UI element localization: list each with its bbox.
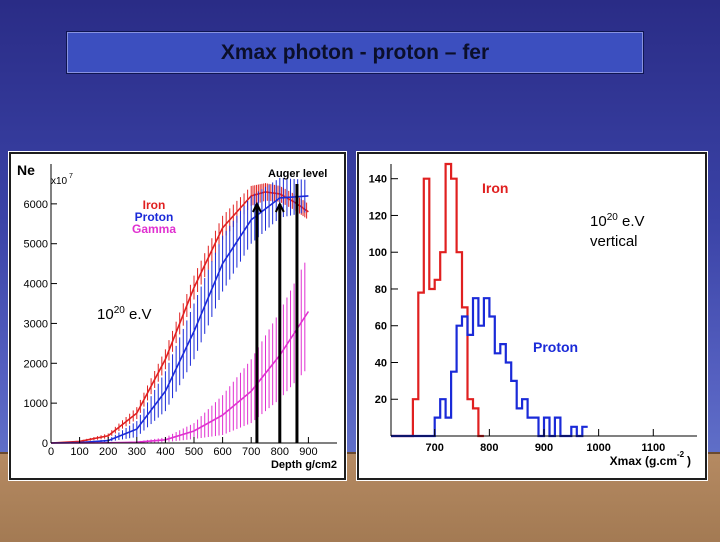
- slide-title: Xmax photon - proton – fer: [220, 40, 490, 64]
- y-tick-label: 4000: [24, 279, 48, 291]
- x-tick-label: 600: [213, 446, 231, 458]
- energy-annotation-unit: e.V: [124, 306, 152, 323]
- x-tick-label: 900: [299, 446, 317, 458]
- x-tick-label: 200: [99, 446, 117, 458]
- y-tick-label: 80: [375, 284, 387, 296]
- shower-profile-svg: 0 100 200 300 400 500 600 700 800 900 0 1000 2000 300…: [17, 162, 337, 471]
- x-tick-label: 900: [535, 442, 553, 454]
- y-tick-label: 1000: [24, 398, 48, 410]
- y-tick-label: 6000: [24, 199, 48, 211]
- y-tick-label: 5000: [24, 239, 48, 251]
- legend-entry-proton: Proton: [533, 339, 578, 355]
- y-tick-label: 100: [369, 247, 387, 259]
- x-tick-label: 500: [185, 446, 203, 458]
- auger-level-label: Auger level: [268, 168, 327, 180]
- x-tick-label: 800: [480, 442, 498, 454]
- x-tick-label: 700: [242, 446, 260, 458]
- energy-annotation-unit-r: e.V: [617, 213, 645, 230]
- x-tick-label: 0: [48, 446, 54, 458]
- series-line: [50, 191, 309, 444]
- x-tick-label: 800: [271, 446, 289, 458]
- x-tick-label: 1000: [586, 442, 610, 454]
- energy-annotation-exp: 20: [113, 305, 125, 316]
- legend-entry: Gamma: [132, 222, 176, 236]
- legend-entry-iron: Iron: [482, 180, 508, 196]
- legend-entry: Proton: [135, 210, 174, 224]
- energy-annotation-left: 1020 e.V: [97, 305, 152, 323]
- energy-annotation-base-r: 10: [590, 213, 607, 230]
- energy-annotation-vertical: vertical: [590, 233, 638, 250]
- energy-annotation-base: 10: [97, 306, 114, 323]
- y-tick-label: 20: [375, 394, 387, 406]
- xmax-histogram-svg: 700 800 900 1000 1100 20 40 60 80 100 120 140 Xmax (…: [369, 162, 697, 468]
- legend-entry: Iron: [143, 198, 166, 212]
- x-tick-label: 1100: [641, 442, 665, 454]
- x-axis-title-close: ): [687, 454, 691, 468]
- x-tick-label: 400: [156, 446, 174, 458]
- y-tick-label: 140: [369, 174, 387, 186]
- y-tick-label: 2000: [24, 358, 48, 370]
- x-axis-title: Depth g/cm2: [271, 459, 337, 471]
- y-tick-label: 60: [375, 321, 387, 333]
- histogram-line: [391, 297, 588, 438]
- y-tick-label: 40: [375, 357, 387, 369]
- slide-title-box: Xmax photon - proton – fer: [66, 31, 644, 74]
- auger-marker-arrow: [252, 201, 262, 213]
- y-tick-label: 0: [42, 438, 48, 450]
- y-multiplier-exp: 7: [69, 173, 73, 180]
- x-axis-title-exp: -2: [677, 450, 685, 459]
- auger-marker-arrow: [274, 201, 285, 213]
- xmax-histogram-chart: 700 800 900 1000 1100 20 40 60 80 100 120 140 Xmax (…: [357, 152, 707, 480]
- y-tick-label: 3000: [24, 318, 48, 330]
- energy-annotation-exp-r: 20: [606, 212, 618, 223]
- y-axis-title: Ne: [17, 162, 35, 178]
- x-tick-label: 100: [70, 446, 88, 458]
- x-tick-label: 300: [128, 446, 146, 458]
- y-multiplier: x10: [51, 176, 68, 187]
- shower-profile-chart: 0 100 200 300 400 500 600 700 800 900 0 1000 2000 300…: [9, 152, 346, 480]
- y-tick-label: 120: [369, 210, 387, 222]
- energy-annotation-right: 1020 e.V vertical: [590, 208, 645, 252]
- histogram-line: [391, 162, 484, 438]
- x-axis-title: Xmax (g.cm: [610, 454, 677, 468]
- x-tick-label: 700: [426, 442, 444, 454]
- series-line: [50, 195, 309, 444]
